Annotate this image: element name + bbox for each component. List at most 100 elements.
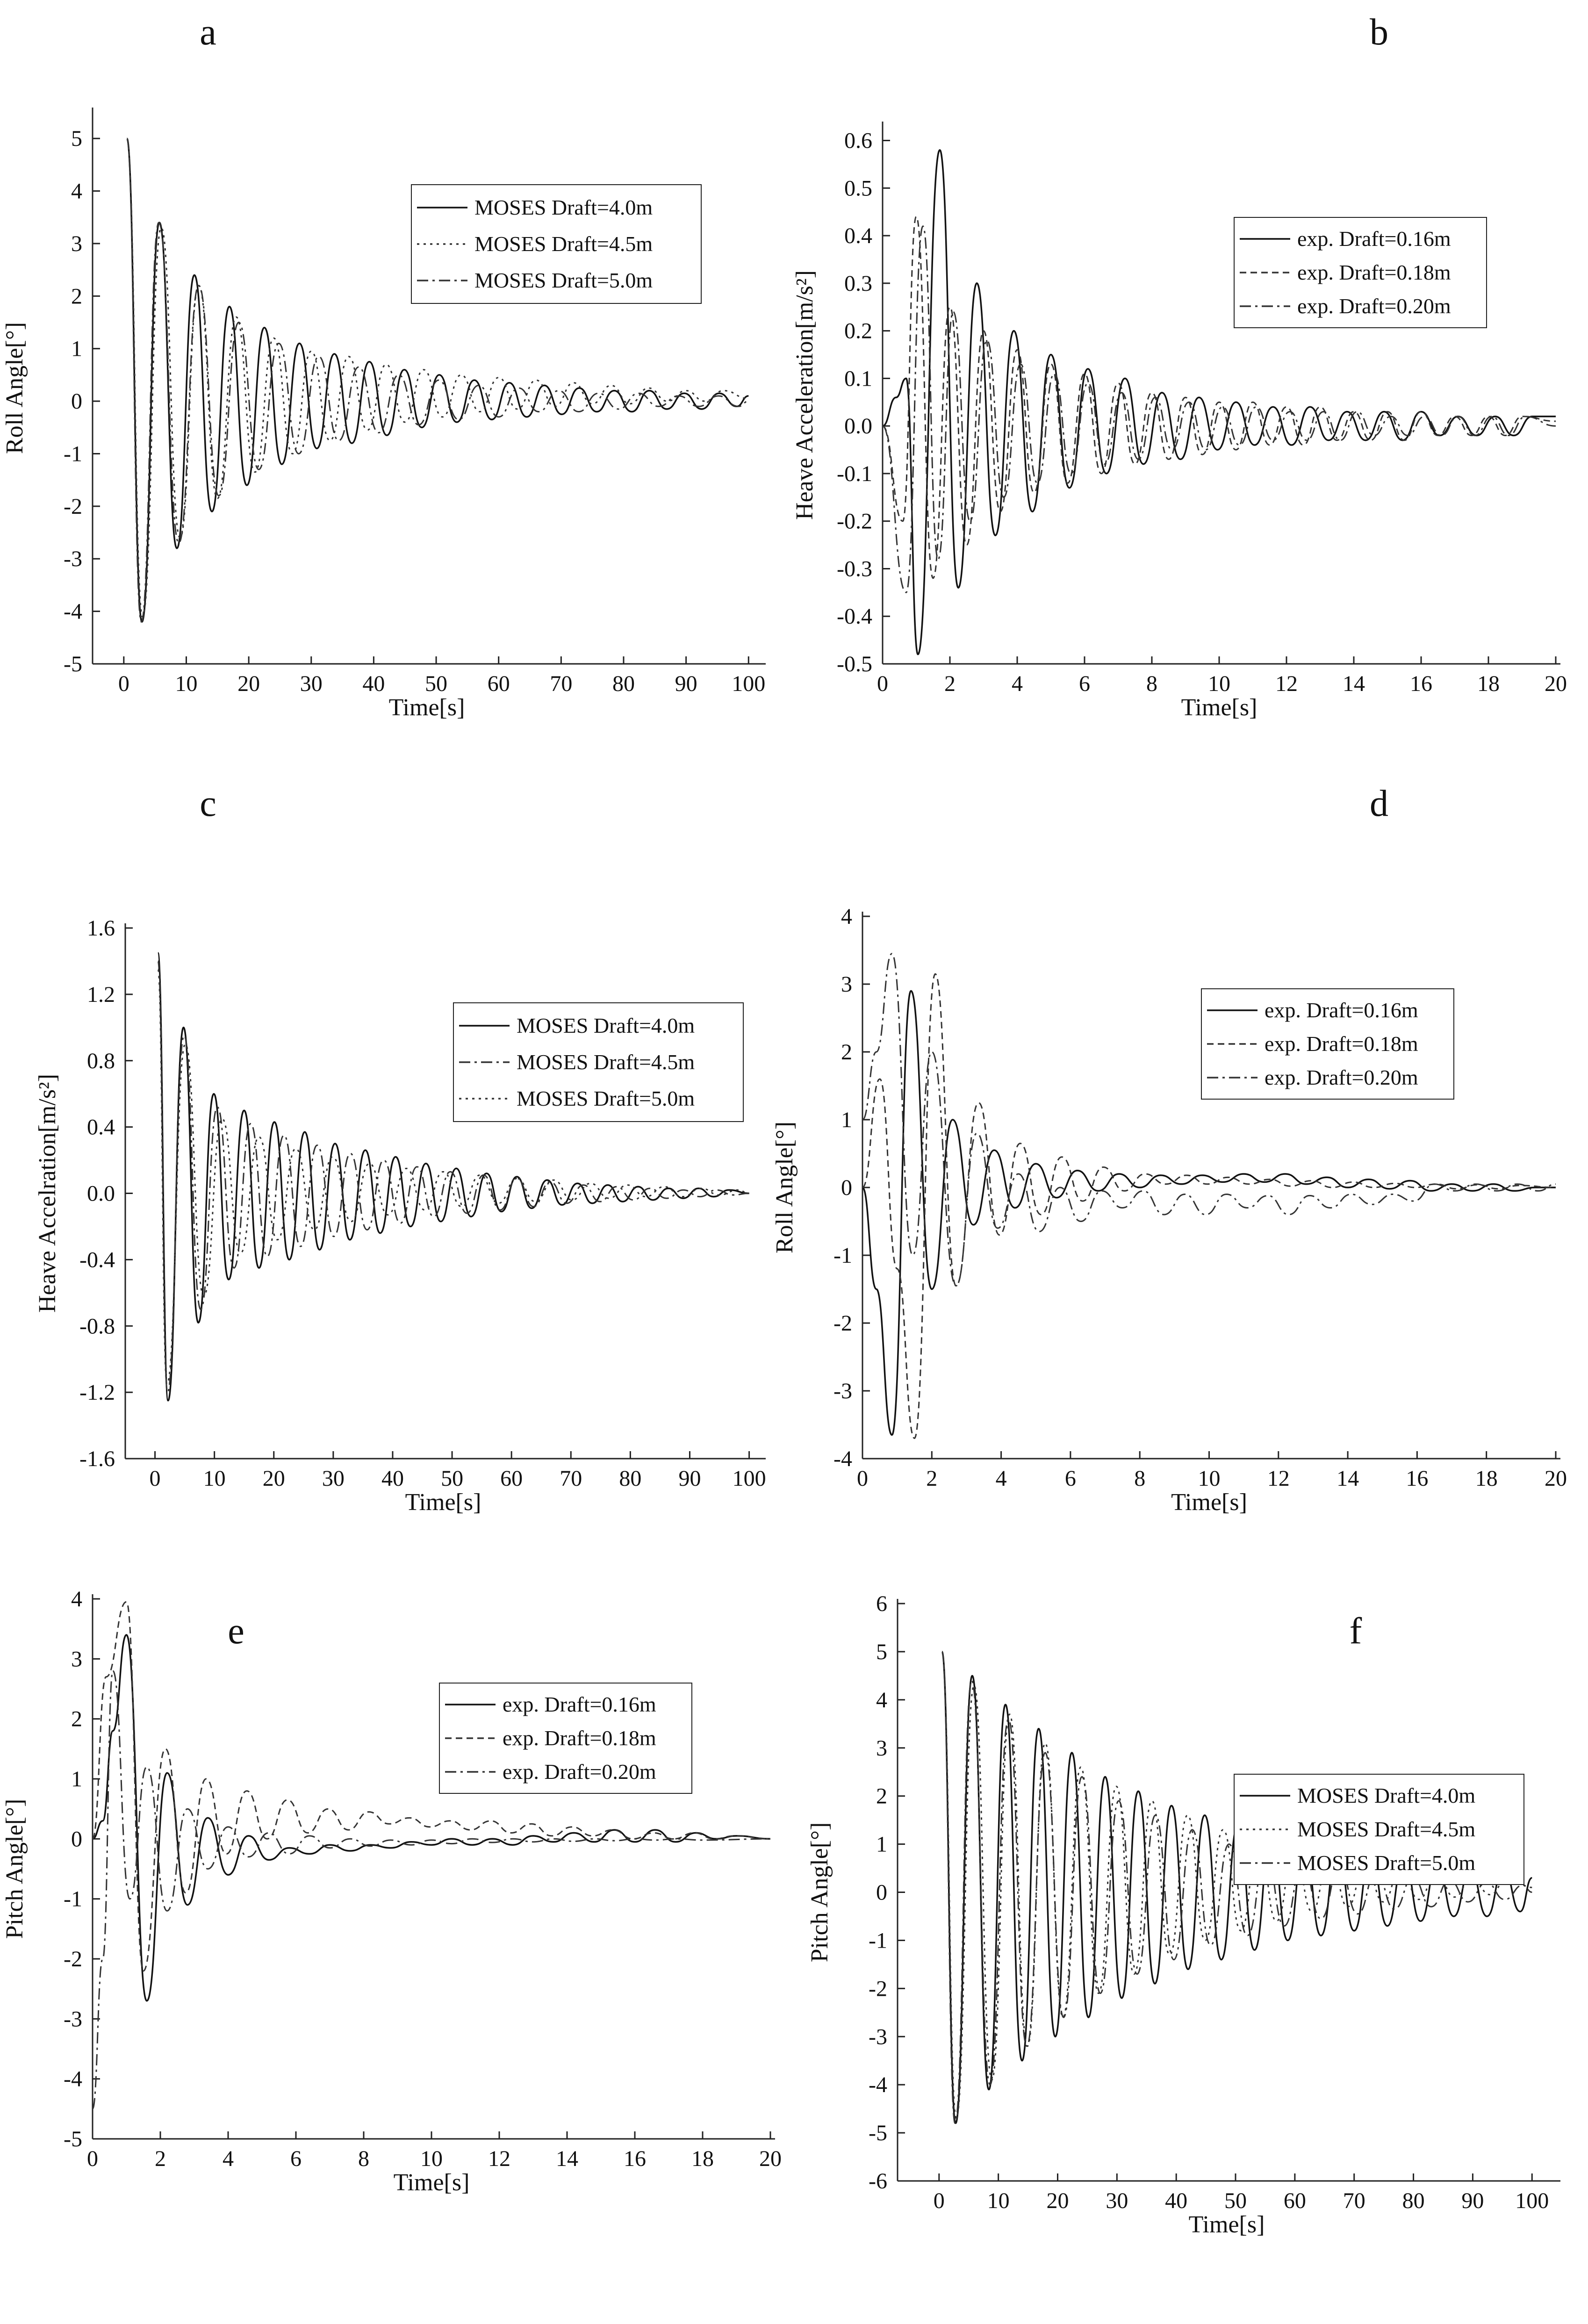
- x-tick-label: 60: [500, 1466, 523, 1491]
- legend-box: [411, 184, 702, 304]
- y-tick-label: 3: [71, 1647, 82, 1671]
- y-tick-label: 0: [876, 1880, 887, 1905]
- x-axis-title: Time[s]: [1181, 694, 1257, 721]
- chart-panel-e: e0 2 4 6 8 10 12 14 16 18 20-5-4-3-2-101234Time[s]…: [1, 1587, 782, 2196]
- y-tick-label: -1: [64, 1887, 82, 1912]
- legend-label: exp. Draft=0.20m: [1265, 1065, 1418, 1089]
- y-tick-label: 0.1: [844, 366, 872, 391]
- y-tick-label: 0.0: [87, 1181, 115, 1206]
- y-tick-label: 0.2: [844, 319, 872, 344]
- series-line-3: [862, 953, 1556, 1287]
- x-tick-label: 0: [118, 671, 129, 696]
- x-tick-label: 10: [1208, 671, 1230, 696]
- y-tick-label: -2: [64, 1947, 82, 1971]
- series-line-2: [882, 216, 1556, 579]
- x-tick-label: 20: [1545, 671, 1567, 696]
- legend-label: exp. Draft=0.18m: [503, 1726, 656, 1750]
- x-tick-label: 80: [612, 671, 635, 696]
- y-tick-label: -1: [64, 441, 82, 466]
- y-tick-label: 0.4: [844, 223, 872, 248]
- x-tick-label: 0: [934, 2188, 945, 2213]
- x-tick-label: 100: [1515, 2188, 1549, 2213]
- panel-label: f: [1350, 1611, 1362, 1652]
- legend-label: exp. Draft=0.16m: [1297, 227, 1451, 251]
- y-tick-label: -0.1: [837, 461, 872, 486]
- legend-label: MOSES Draft=4.0m: [517, 1014, 695, 1037]
- y-tick-label: 0: [841, 1175, 852, 1200]
- series-line-2: [92, 1601, 771, 1972]
- y-tick-label: 1.6: [87, 916, 115, 941]
- y-tick-label: -2: [869, 1976, 887, 2001]
- x-tick-label: 2: [926, 1466, 937, 1491]
- y-tick-label: -0.8: [79, 1314, 115, 1338]
- y-tick-label: 0: [71, 389, 82, 414]
- y-tick-label: 4: [71, 179, 82, 204]
- legend: MOSES Draft=4.0m MOSES Draft=4.5m MOSES Dr…: [1234, 1774, 1524, 1885]
- x-tick-label: 60: [488, 671, 510, 696]
- x-tick-label: 0: [87, 2146, 98, 2171]
- x-tick-label: 50: [1224, 2188, 1247, 2213]
- x-tick-label: 8: [358, 2146, 369, 2171]
- x-tick-label: 40: [1165, 2188, 1187, 2213]
- x-tick-label: 6: [1079, 671, 1090, 696]
- x-tick-label: 90: [678, 1466, 701, 1491]
- x-axis-title: Time[s]: [405, 1489, 481, 1516]
- x-tick-label: 100: [732, 671, 765, 696]
- x-tick-label: 20: [263, 1466, 285, 1491]
- x-tick-label: 6: [1065, 1466, 1076, 1491]
- y-tick-label: -4: [64, 599, 82, 624]
- legend-label: MOSES Draft=4.5m: [1297, 1817, 1475, 1841]
- chart-panel-f: f 0 10 20 30 40 50 60 70 80 90 100 -6 -5 -4 -3 -2 -1 0 1 2 3 4…: [806, 1591, 1560, 2238]
- y-tick-label: 5: [876, 1640, 887, 1664]
- y-tick-label: -5: [869, 2121, 887, 2145]
- x-tick-label: 80: [1402, 2188, 1425, 2213]
- x-tick-label: 70: [1343, 2188, 1365, 2213]
- x-tick-label: 60: [1284, 2188, 1306, 2213]
- x-tick-label: 18: [1477, 671, 1500, 696]
- x-tick-label: 16: [1406, 1466, 1428, 1491]
- y-tick-label: 2: [876, 1784, 887, 1809]
- x-tick-label: 10: [420, 2146, 443, 2171]
- y-tick-label: -5: [64, 2127, 82, 2151]
- x-tick-label: 30: [322, 1466, 345, 1491]
- series-line-1: [157, 952, 749, 1402]
- x-tick-label: 18: [691, 2146, 714, 2171]
- y-tick-label: -4: [834, 1446, 852, 1471]
- x-tick-label: 40: [362, 671, 385, 696]
- series-line-2: [862, 973, 1556, 1439]
- legend: exp. Draft=0.16m exp. Draft=0.18m exp. Dra…: [1201, 988, 1454, 1100]
- y-axis-title: Heave Acceleration[m/s²]: [791, 270, 818, 520]
- legend-label: MOSES Draft=5.0m: [517, 1086, 695, 1110]
- x-tick-label: 8: [1134, 1466, 1145, 1491]
- series-line-3: [157, 969, 749, 1385]
- x-tick-label: 90: [1461, 2188, 1484, 2213]
- legend-label: MOSES Draft=4.5m: [474, 232, 653, 256]
- panel-label: a: [200, 12, 216, 53]
- x-tick-label: 2: [944, 671, 956, 696]
- y-tick-label: -0.2: [837, 509, 872, 534]
- series-line-3: [126, 137, 749, 623]
- y-tick-label: -3: [64, 2007, 82, 2031]
- legend-label: MOSES Draft=5.0m: [474, 268, 653, 292]
- y-tick-label: 1.2: [87, 982, 115, 1007]
- y-tick-label: 0.3: [844, 271, 872, 296]
- y-tick-label: 0.4: [87, 1115, 115, 1140]
- x-tick-label: 90: [675, 671, 697, 696]
- y-tick-label: -0.4: [79, 1247, 115, 1272]
- series-line-2: [941, 1651, 1532, 2119]
- legend-label: exp. Draft=0.16m: [503, 1692, 656, 1716]
- x-tick-label: 20: [1046, 2188, 1069, 2213]
- x-axis-title: Time[s]: [389, 694, 465, 721]
- legend-label: exp. Draft=0.18m: [1297, 260, 1451, 284]
- y-tick-label: 4: [71, 1587, 82, 1612]
- y-tick-label: 0.5: [844, 176, 872, 201]
- legend-label: exp. Draft=0.18m: [1265, 1032, 1418, 1056]
- legend: MOSES Draft=4.0m MOSES Draft=4.5m MOSES Dr…: [453, 1002, 744, 1122]
- x-tick-label: 50: [425, 671, 447, 696]
- x-tick-label: 2: [155, 2146, 166, 2171]
- x-tick-label: 12: [1275, 671, 1298, 696]
- y-tick-label: -4: [869, 2072, 887, 2097]
- y-tick-label: 0: [71, 1827, 82, 1851]
- panel-label: e: [228, 1611, 244, 1652]
